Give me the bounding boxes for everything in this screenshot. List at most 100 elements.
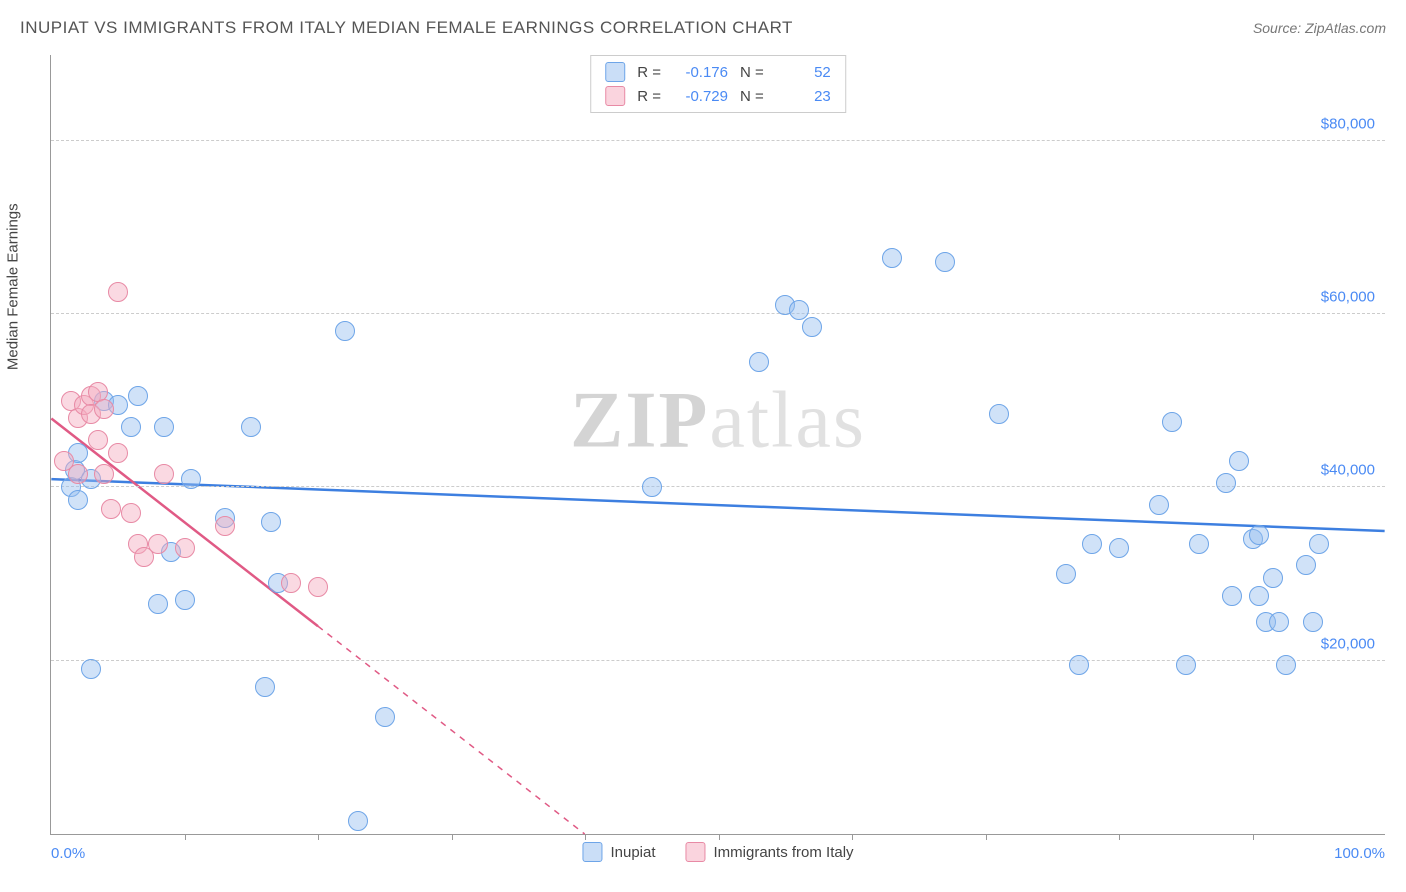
y-tick-label: $80,000 xyxy=(1321,115,1375,132)
data-point xyxy=(1109,538,1129,558)
r-label: R = xyxy=(637,88,661,105)
legend-correlation: R = -0.176 N = 52 R = -0.729 N = 23 xyxy=(590,55,846,113)
data-point xyxy=(935,252,955,272)
gridline xyxy=(51,313,1385,314)
data-point xyxy=(802,317,822,337)
x-tick xyxy=(585,834,586,840)
x-tick xyxy=(1253,834,1254,840)
data-point xyxy=(175,590,195,610)
data-point xyxy=(1229,451,1249,471)
n-value-italy: 23 xyxy=(776,88,831,105)
data-point xyxy=(1276,655,1296,675)
data-point xyxy=(1056,564,1076,584)
data-point xyxy=(308,577,328,597)
data-point xyxy=(121,417,141,437)
legend-label-inupiat: Inupiat xyxy=(610,844,655,861)
x-tick xyxy=(185,834,186,840)
data-point xyxy=(1082,534,1102,554)
data-point xyxy=(1189,534,1209,554)
x-tick xyxy=(1119,834,1120,840)
x-tick xyxy=(852,834,853,840)
n-label: N = xyxy=(740,64,764,81)
legend-row-inupiat: R = -0.176 N = 52 xyxy=(605,60,831,84)
data-point xyxy=(255,677,275,697)
x-tick xyxy=(318,834,319,840)
n-label: N = xyxy=(740,88,764,105)
data-point xyxy=(108,443,128,463)
swatch-pink xyxy=(605,86,625,106)
x-tick xyxy=(986,834,987,840)
data-point xyxy=(335,321,355,341)
data-point xyxy=(108,282,128,302)
data-point xyxy=(789,300,809,320)
data-point xyxy=(1249,525,1269,545)
data-point xyxy=(1269,612,1289,632)
x-tick xyxy=(719,834,720,840)
data-point xyxy=(181,469,201,489)
data-point xyxy=(348,811,368,831)
data-point xyxy=(81,659,101,679)
data-point xyxy=(215,516,235,536)
data-point xyxy=(121,503,141,523)
data-point xyxy=(128,386,148,406)
data-point xyxy=(375,707,395,727)
data-point xyxy=(1149,495,1169,515)
trend-lines-svg xyxy=(51,55,1385,834)
data-point xyxy=(281,573,301,593)
data-point xyxy=(154,464,174,484)
data-point xyxy=(749,352,769,372)
data-point xyxy=(175,538,195,558)
data-point xyxy=(154,417,174,437)
r-value-italy: -0.729 xyxy=(673,88,728,105)
data-point xyxy=(642,477,662,497)
data-point xyxy=(94,399,114,419)
r-label: R = xyxy=(637,64,661,81)
plot-area: Median Female Earnings ZIPatlas R = -0.1… xyxy=(50,55,1385,835)
x-tick xyxy=(452,834,453,840)
x-axis-min-label: 0.0% xyxy=(51,845,85,862)
data-point xyxy=(989,404,1009,424)
data-point xyxy=(148,534,168,554)
data-point xyxy=(1309,534,1329,554)
chart-title: INUPIAT VS IMMIGRANTS FROM ITALY MEDIAN … xyxy=(20,18,793,38)
y-tick-label: $20,000 xyxy=(1321,635,1375,652)
data-point xyxy=(68,490,88,510)
swatch-blue xyxy=(605,62,625,82)
data-point xyxy=(1263,568,1283,588)
data-point xyxy=(1216,473,1236,493)
data-point xyxy=(88,430,108,450)
legend-row-italy: R = -0.729 N = 23 xyxy=(605,84,831,108)
data-point xyxy=(241,417,261,437)
data-point xyxy=(148,594,168,614)
source-value: ZipAtlas.com xyxy=(1305,20,1386,36)
data-point xyxy=(1162,412,1182,432)
trend-line-dashed xyxy=(318,626,585,834)
y-axis-label: Median Female Earnings xyxy=(5,203,22,370)
y-tick-label: $40,000 xyxy=(1321,462,1375,479)
data-point xyxy=(68,464,88,484)
data-point xyxy=(101,499,121,519)
data-point xyxy=(261,512,281,532)
data-point xyxy=(1176,655,1196,675)
source-credit: Source: ZipAtlas.com xyxy=(1253,20,1386,36)
y-tick-label: $60,000 xyxy=(1321,289,1375,306)
r-value-inupiat: -0.176 xyxy=(673,64,728,81)
gridline xyxy=(51,486,1385,487)
data-point xyxy=(1069,655,1089,675)
data-point xyxy=(1249,586,1269,606)
data-point xyxy=(1296,555,1316,575)
data-point xyxy=(882,248,902,268)
legend-label-italy: Immigrants from Italy xyxy=(714,844,854,861)
data-point xyxy=(94,464,114,484)
gridline xyxy=(51,140,1385,141)
data-point xyxy=(1222,586,1242,606)
legend-item-inupiat: Inupiat xyxy=(582,842,655,862)
source-label: Source: xyxy=(1253,20,1305,36)
swatch-blue xyxy=(582,842,602,862)
legend-series: Inupiat Immigrants from Italy xyxy=(582,842,853,862)
data-point xyxy=(1303,612,1323,632)
swatch-pink xyxy=(686,842,706,862)
legend-item-italy: Immigrants from Italy xyxy=(686,842,854,862)
x-axis-max-label: 100.0% xyxy=(1334,845,1385,862)
n-value-inupiat: 52 xyxy=(776,64,831,81)
